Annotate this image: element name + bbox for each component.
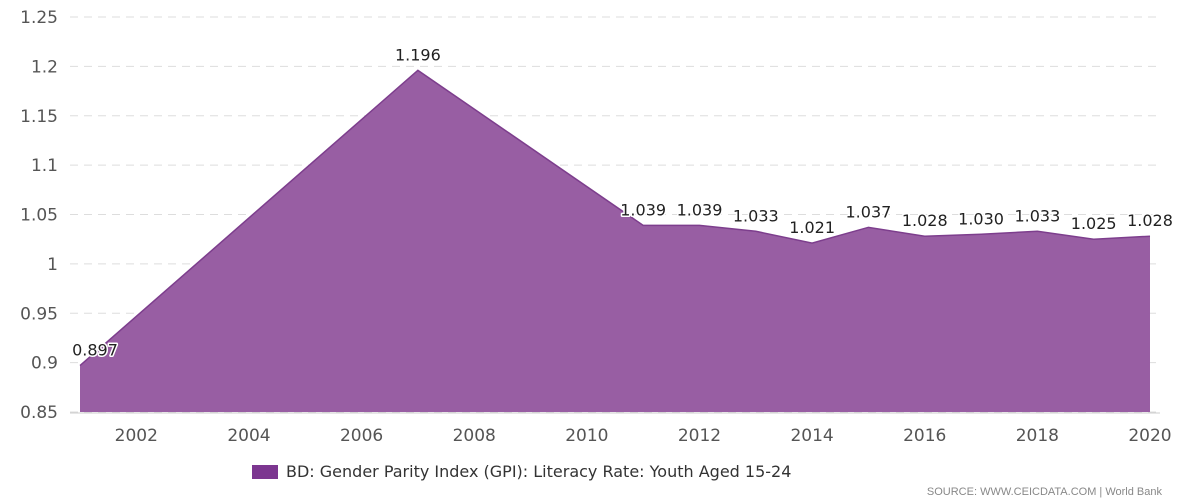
x-tick-label: 2010: [565, 426, 608, 446]
legend-swatch: [252, 464, 278, 479]
y-tick-label: 0.9: [31, 354, 58, 374]
y-tick-label: 0.85: [20, 403, 58, 423]
legend-label: BD: Gender Parity Index (GPI): Literacy …: [286, 462, 792, 481]
data-label: 1.028: [1127, 211, 1173, 230]
x-tick-label: 2006: [340, 426, 383, 446]
x-tick-label: 2020: [1128, 426, 1171, 446]
x-tick-label: 2016: [903, 426, 946, 446]
source-note: SOURCE: WWW.CEICDATA.COM | World Bank: [926, 486, 1162, 498]
y-tick-label: 0.95: [20, 304, 58, 324]
data-label: 0.897: [72, 341, 118, 360]
legend[interactable]: BD: Gender Parity Index (GPI): Literacy …: [252, 462, 791, 481]
x-tick-label: 2002: [115, 426, 158, 446]
y-tick-label: 1: [47, 255, 58, 275]
data-label: 1.037: [846, 202, 892, 221]
x-tick-label: 2018: [1016, 426, 1059, 446]
data-label: 1.030: [958, 209, 1004, 228]
data-label: 1.196: [395, 45, 441, 64]
data-label: 1.033: [1014, 206, 1060, 225]
y-tick-label: 1.1: [31, 156, 58, 176]
y-tick-label: 1.2: [31, 57, 58, 77]
x-tick-label: 2012: [678, 426, 721, 446]
data-label: 1.039: [677, 200, 723, 219]
data-label: 1.039: [620, 200, 666, 219]
area-fill: [80, 70, 1150, 412]
y-tick-label: 1.05: [20, 206, 58, 226]
y-tick-label: 1.25: [20, 8, 58, 28]
series-line: [79, 69, 1151, 367]
data-label: 1.033: [733, 206, 779, 225]
x-tick-label: 2008: [453, 426, 496, 446]
line-area-chart: 0.85 0.9 0.95 1 1.05 1.1 1.15 1.2 1.25 0.897 1.196…: [20, 8, 1174, 446]
x-tick-label: 2004: [227, 426, 270, 446]
data-label: 1.025: [1071, 214, 1117, 233]
y-tick-label: 1.15: [20, 107, 58, 127]
data-label: 1.028: [902, 211, 948, 230]
data-label: 1.021: [789, 218, 835, 237]
x-tick-label: 2014: [790, 426, 833, 446]
